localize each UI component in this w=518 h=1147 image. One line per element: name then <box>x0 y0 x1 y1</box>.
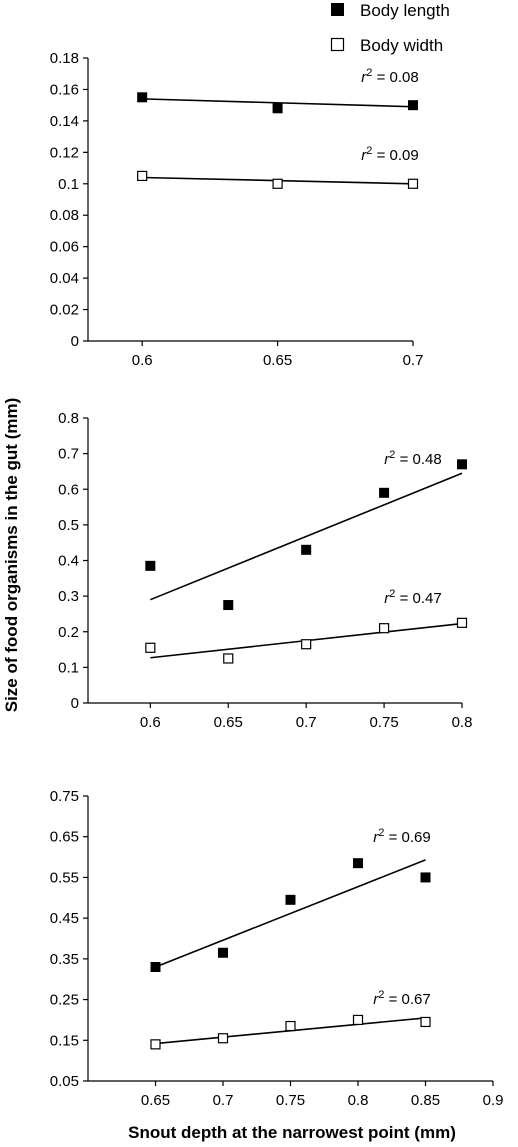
y-tick-label: 0.1 <box>58 659 79 676</box>
data-point-body-width <box>420 1016 431 1028</box>
y-tick-label: 0.14 <box>50 113 79 130</box>
data-point-body-length <box>301 544 312 555</box>
y-tick-label: 0.1 <box>58 176 79 193</box>
data-point-body-length <box>272 103 283 114</box>
trend-line-body-length <box>142 98 414 108</box>
data-point-body-width <box>285 1020 296 1032</box>
r-squared-label-body-length: r2 = 0.08 <box>361 67 418 86</box>
data-point-body-width <box>407 178 419 189</box>
y-tick-label: 0.4 <box>58 553 79 570</box>
x-tick-label: 0.8 <box>348 1092 369 1109</box>
data-point-body-length <box>285 894 296 905</box>
y-tick-label: 0 <box>71 333 79 350</box>
data-point-body-width <box>378 623 390 634</box>
data-point-body-length <box>457 459 467 470</box>
y-tick-label: 0.55 <box>50 869 79 886</box>
data-point-body-width <box>217 1033 229 1044</box>
y-tick-label: 0.8 <box>58 410 79 427</box>
x-tick-label: 0.7 <box>403 352 424 369</box>
legend-label-body-length: Body length <box>360 1 450 20</box>
y-tick-label: 0 <box>71 695 79 712</box>
legend-label-body-width: Body width <box>360 36 443 55</box>
y-tick-label: 0.05 <box>50 1073 79 1090</box>
data-point-body-width <box>137 170 148 182</box>
data-point-body-width <box>150 1039 161 1050</box>
y-tick-label: 0.15 <box>50 1032 79 1049</box>
y-tick-label: 0.16 <box>50 81 79 98</box>
data-point-body-width <box>352 1014 364 1026</box>
y-tick-label: 0.75 <box>50 788 79 805</box>
data-point-body-length <box>379 487 390 498</box>
y-tick-label: 0.35 <box>50 951 79 968</box>
data-point-body-width <box>145 642 156 653</box>
x-tick-label: 0.7 <box>296 714 317 731</box>
legend: Body length Body width <box>330 1 450 55</box>
y-tick-label: 0.65 <box>50 829 79 846</box>
x-tick-label: 0.8 <box>452 714 473 731</box>
x-tick-label: 0.6 <box>132 352 153 369</box>
legend-marker-body-length <box>331 3 344 16</box>
x-tick-label: 0.65 <box>214 714 243 731</box>
panel-2: 0 0.1 0.2 0.3 0.4 0.5 0.6 0.7 0.8 0.6 0.65 0.7 0.75 0… <box>58 410 472 731</box>
x-tick-label: 0.7 <box>213 1092 234 1109</box>
data-point-body-length <box>145 560 156 571</box>
y-tick-label: 0.45 <box>50 910 79 927</box>
data-point-body-length <box>137 92 148 103</box>
y-tick-label: 0.04 <box>50 270 79 287</box>
data-point-body-length <box>420 872 431 883</box>
panels: 00.020.040.060.080.10.120.140.160.180.6 0… <box>50 50 504 1109</box>
r-squared-label-body-width: r2 = 0.09 <box>361 145 418 164</box>
x-axis-title: Snout depth at the narrowest point (mm) <box>128 1123 456 1142</box>
x-tick-label: 0.65 <box>141 1092 170 1109</box>
y-axis-title: Size of food organisms in the gut (mm) <box>2 398 21 713</box>
r-squared-label-body-width: r2 = 0.67 <box>373 989 430 1008</box>
y-tick-label: 0.7 <box>58 446 79 463</box>
y-tick-label: 0.02 <box>50 302 79 319</box>
y-tick-label: 0.25 <box>50 992 79 1009</box>
y-tick-label: 0.2 <box>58 624 79 641</box>
x-tick-label: 0.75 <box>369 714 398 731</box>
y-tick-label: 0.06 <box>50 239 79 256</box>
data-point-body-length <box>223 600 234 611</box>
data-point-body-length <box>408 100 418 111</box>
y-tick-label: 0.18 <box>50 50 79 67</box>
y-tick-label: 0.12 <box>50 144 79 161</box>
x-tick-label: 0.75 <box>276 1092 305 1109</box>
data-point-body-length <box>218 947 228 958</box>
x-tick-label: 0.6 <box>140 714 161 731</box>
y-tick-label: 0.3 <box>58 588 79 605</box>
y-tick-label: 0.5 <box>58 517 79 534</box>
x-tick-label: 0.85 <box>411 1092 440 1109</box>
y-tick-label: 0.08 <box>50 207 79 224</box>
legend-marker-body-width <box>330 37 345 52</box>
panel-1: 0 0.02 0.04 0.06 0.08 0.1 0.12 0.14 0.16 0.18 0.6 0… <box>50 50 424 369</box>
data-point-body-width <box>223 653 234 664</box>
panel-3: 0.05 0.15 0.25 0.35 0.45 0.55 0.65 0.75 0.65 0.7 0… <box>50 788 504 1109</box>
data-point-body-width <box>456 617 468 628</box>
r-squared-label-body-width: r2 = 0.47 <box>384 588 441 607</box>
trend-line-body-length <box>150 472 463 601</box>
x-tick-label: 0.65 <box>263 352 292 369</box>
x-tick-label: 0.9 <box>483 1092 504 1109</box>
trend-line-body-length <box>155 859 426 968</box>
data-point-body-length <box>150 962 161 972</box>
data-point-body-length <box>353 858 363 869</box>
y-tick-label: 0.6 <box>58 481 79 498</box>
data-point-body-width <box>272 178 283 189</box>
r-squared-label-body-length: r2 = 0.69 <box>373 827 430 846</box>
r-squared-label-body-length: r2 = 0.48 <box>384 449 441 468</box>
data-point-body-width <box>301 639 312 650</box>
